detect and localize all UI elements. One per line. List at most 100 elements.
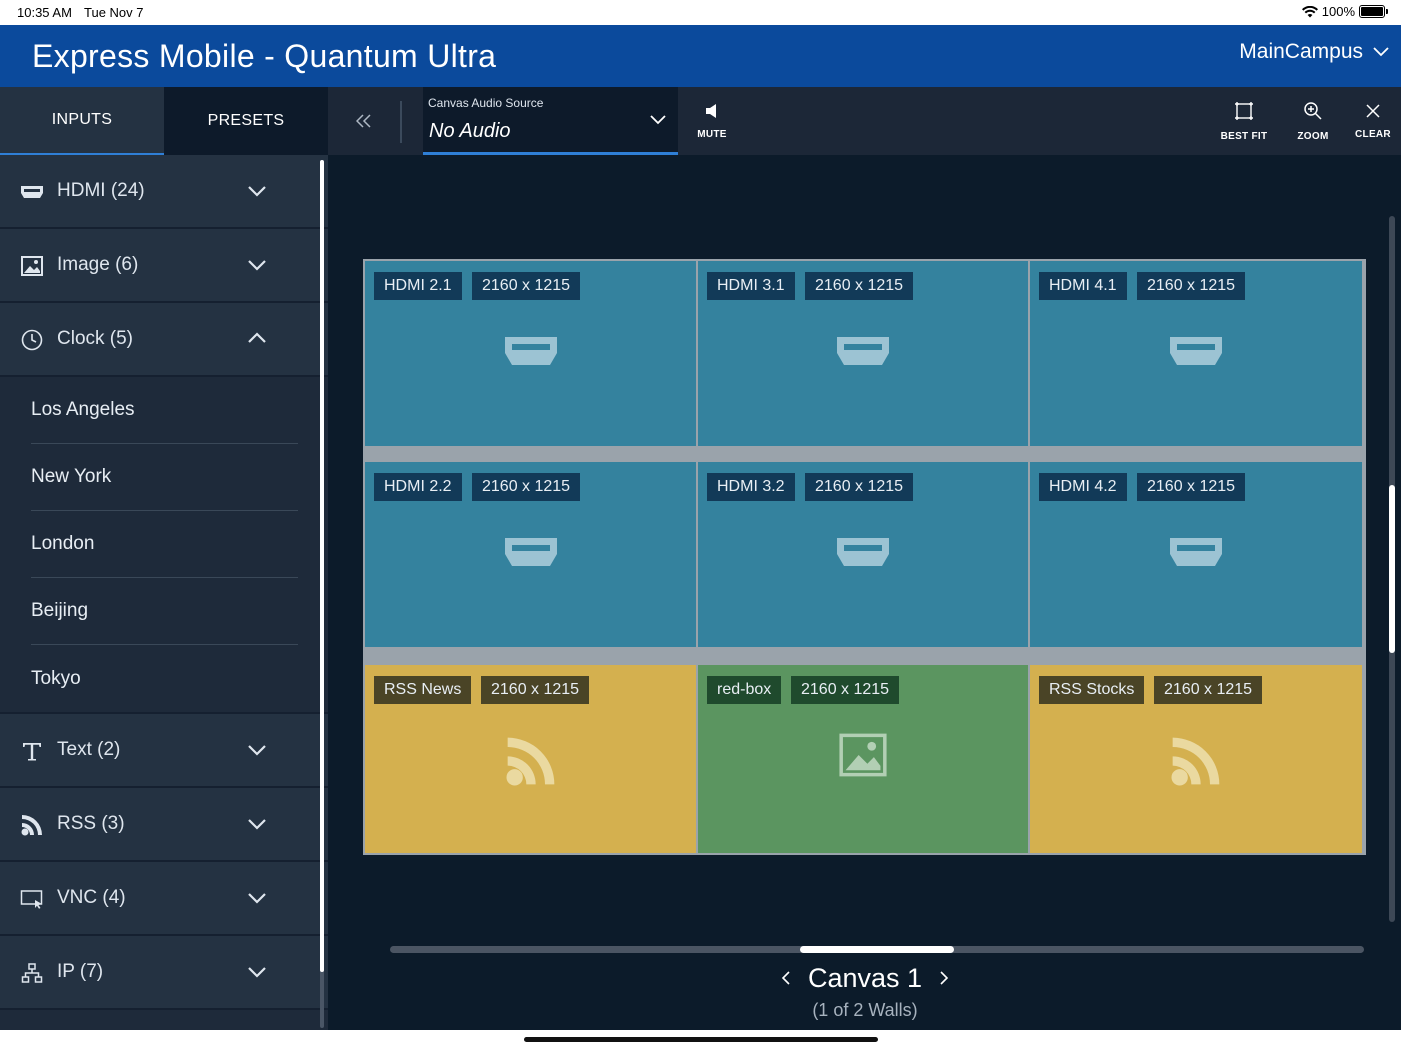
app-title: Express Mobile - Quantum Ultra [32, 38, 497, 74]
wall-cell[interactable]: HDMI 4.1 2160 x 1215 [1030, 261, 1362, 446]
battery-percent: 100% [1321, 4, 1355, 19]
chevron-down-icon [650, 115, 666, 125]
wall-cell[interactable]: HDMI 2.2 2160 x 1215 [365, 462, 696, 647]
speaker-icon [706, 103, 716, 118]
chevron-down-icon [248, 260, 266, 271]
hdmi-icon [19, 179, 45, 205]
audio-source-select[interactable]: Canvas Audio Source No Audio [423, 87, 678, 155]
app-header: Express Mobile - Quantum Ultra MainCampu… [0, 25, 1401, 87]
cell-source-name: HDMI 4.2 [1039, 473, 1127, 501]
sidebar-tabs: INPUTS PRESETS [0, 87, 328, 155]
clear-label: CLEAR [1355, 128, 1391, 140]
mute-button[interactable]: MUTE [694, 87, 730, 155]
wall-cell[interactable]: RSS News 2160 x 1215 [365, 665, 696, 853]
category-image[interactable]: Image (6) [0, 229, 328, 303]
cell-source-name: HDMI 2.1 [374, 272, 462, 300]
cell-resolution: 2160 x 1215 [472, 272, 581, 300]
network-icon [19, 960, 45, 986]
zoom-in-icon [1304, 101, 1322, 120]
status-date: Tue Nov 7 [84, 5, 144, 20]
campus-selector[interactable]: MainCampus [1239, 40, 1389, 64]
hdmi-icon [1168, 536, 1224, 568]
cell-source-name: HDMI 2.2 [374, 473, 462, 501]
chevron-down-icon [1373, 47, 1389, 57]
tab-inputs[interactable]: INPUTS [0, 87, 164, 155]
best-fit-button[interactable]: BEST FIT [1218, 87, 1270, 155]
best-fit-icon [1235, 101, 1253, 120]
vnc-icon [19, 886, 45, 912]
category-text[interactable]: Text (2) [0, 714, 328, 788]
video-wall: HDMI 2.1 2160 x 1215 HDMI 3.1 2160 x 1215 HD… [363, 259, 1366, 855]
wall-cell[interactable]: red-box 2160 x 1215 [698, 665, 1028, 853]
category-ip[interactable]: IP (7) [0, 936, 328, 1010]
category-label: Image (6) [57, 254, 139, 275]
chevron-down-icon [248, 893, 266, 904]
wall-cell[interactable]: HDMI 3.1 2160 x 1215 [698, 261, 1028, 446]
wall-cell[interactable]: HDMI 2.1 2160 x 1215 [365, 261, 696, 446]
double-chevron-left-icon [356, 114, 371, 128]
audio-source-label: Canvas Audio Source [428, 96, 544, 110]
rss-icon [503, 733, 559, 789]
category-hdmi[interactable]: HDMI (24) [0, 155, 328, 229]
list-item-los-angeles[interactable]: Los Angeles [31, 377, 298, 444]
home-indicator [524, 1037, 878, 1042]
wifi-icon [1301, 5, 1318, 17]
wall-cell[interactable]: HDMI 4.2 2160 x 1215 [1030, 462, 1362, 647]
zoom-button[interactable]: ZOOM [1293, 87, 1333, 155]
zoom-label: ZOOM [1297, 130, 1329, 142]
hdmi-icon [503, 536, 559, 568]
text-icon [19, 738, 45, 764]
hdmi-icon [835, 335, 891, 367]
cell-source-name: RSS News [374, 676, 472, 704]
clock-list: Los Angeles New York London Beijing Toky… [0, 377, 328, 714]
cell-resolution: 2160 x 1215 [481, 676, 590, 704]
chevron-right-icon[interactable] [938, 970, 950, 986]
category-clock[interactable]: Clock (5) [0, 303, 328, 377]
cell-source-name: HDMI 3.1 [707, 272, 795, 300]
status-time: 10:35 AM [17, 5, 72, 20]
rss-icon [1168, 733, 1224, 789]
vertical-scrollbar[interactable] [1389, 485, 1395, 653]
chevron-left-icon[interactable] [780, 970, 792, 986]
wall-counter: (1 of 2 Walls) [812, 1000, 918, 1020]
cell-resolution: 2160 x 1215 [1137, 272, 1246, 300]
cell-source-name: HDMI 4.1 [1039, 272, 1127, 300]
cell-source-name: HDMI 3.2 [707, 473, 795, 501]
cell-resolution: 2160 x 1215 [472, 473, 581, 501]
canvas-name: Canvas 1 [807, 962, 923, 993]
status-bar: 10:35 AM Tue Nov 7 100% [0, 0, 1401, 25]
category-label: VNC (4) [57, 887, 126, 908]
list-item-beijing[interactable]: Beijing [31, 578, 298, 645]
image-icon [839, 733, 887, 777]
list-item-london[interactable]: London [31, 511, 298, 578]
list-item-tokyo[interactable]: Tokyo [31, 667, 81, 689]
hdmi-icon [835, 536, 891, 568]
campus-label: MainCampus [1239, 40, 1363, 63]
sidebar-scrollbar[interactable] [320, 160, 324, 972]
category-vnc[interactable]: VNC (4) [0, 862, 328, 936]
canvas-navigator: Canvas 1 [780, 960, 950, 996]
hdmi-icon [1168, 335, 1224, 367]
chevron-down-icon [248, 819, 266, 830]
cell-source-name: RSS Stocks [1039, 676, 1145, 704]
clear-button[interactable]: CLEAR [1353, 87, 1393, 155]
chevron-up-icon [248, 332, 266, 343]
wall-cell[interactable]: RSS Stocks 2160 x 1215 [1030, 665, 1362, 853]
category-label: Text (2) [57, 739, 121, 760]
clock-icon [19, 327, 45, 353]
tab-presets[interactable]: PRESETS [164, 87, 328, 155]
horizontal-scrollbar[interactable] [800, 946, 954, 953]
rss-icon [19, 812, 45, 838]
chevron-down-icon [248, 745, 266, 756]
wall-cell[interactable]: HDMI 3.2 2160 x 1215 [698, 462, 1028, 647]
toolbar-divider [400, 101, 402, 143]
category-rss[interactable]: RSS (3) [0, 788, 328, 862]
cell-resolution: 2160 x 1215 [1154, 676, 1263, 704]
hdmi-icon [503, 335, 559, 367]
cell-resolution: 2160 x 1215 [1137, 473, 1246, 501]
category-label: IP (7) [57, 961, 104, 982]
cell-resolution: 2160 x 1215 [805, 473, 914, 501]
image-icon [19, 253, 45, 279]
collapse-sidebar-button[interactable] [328, 87, 400, 155]
list-item-new-york[interactable]: New York [31, 444, 298, 511]
